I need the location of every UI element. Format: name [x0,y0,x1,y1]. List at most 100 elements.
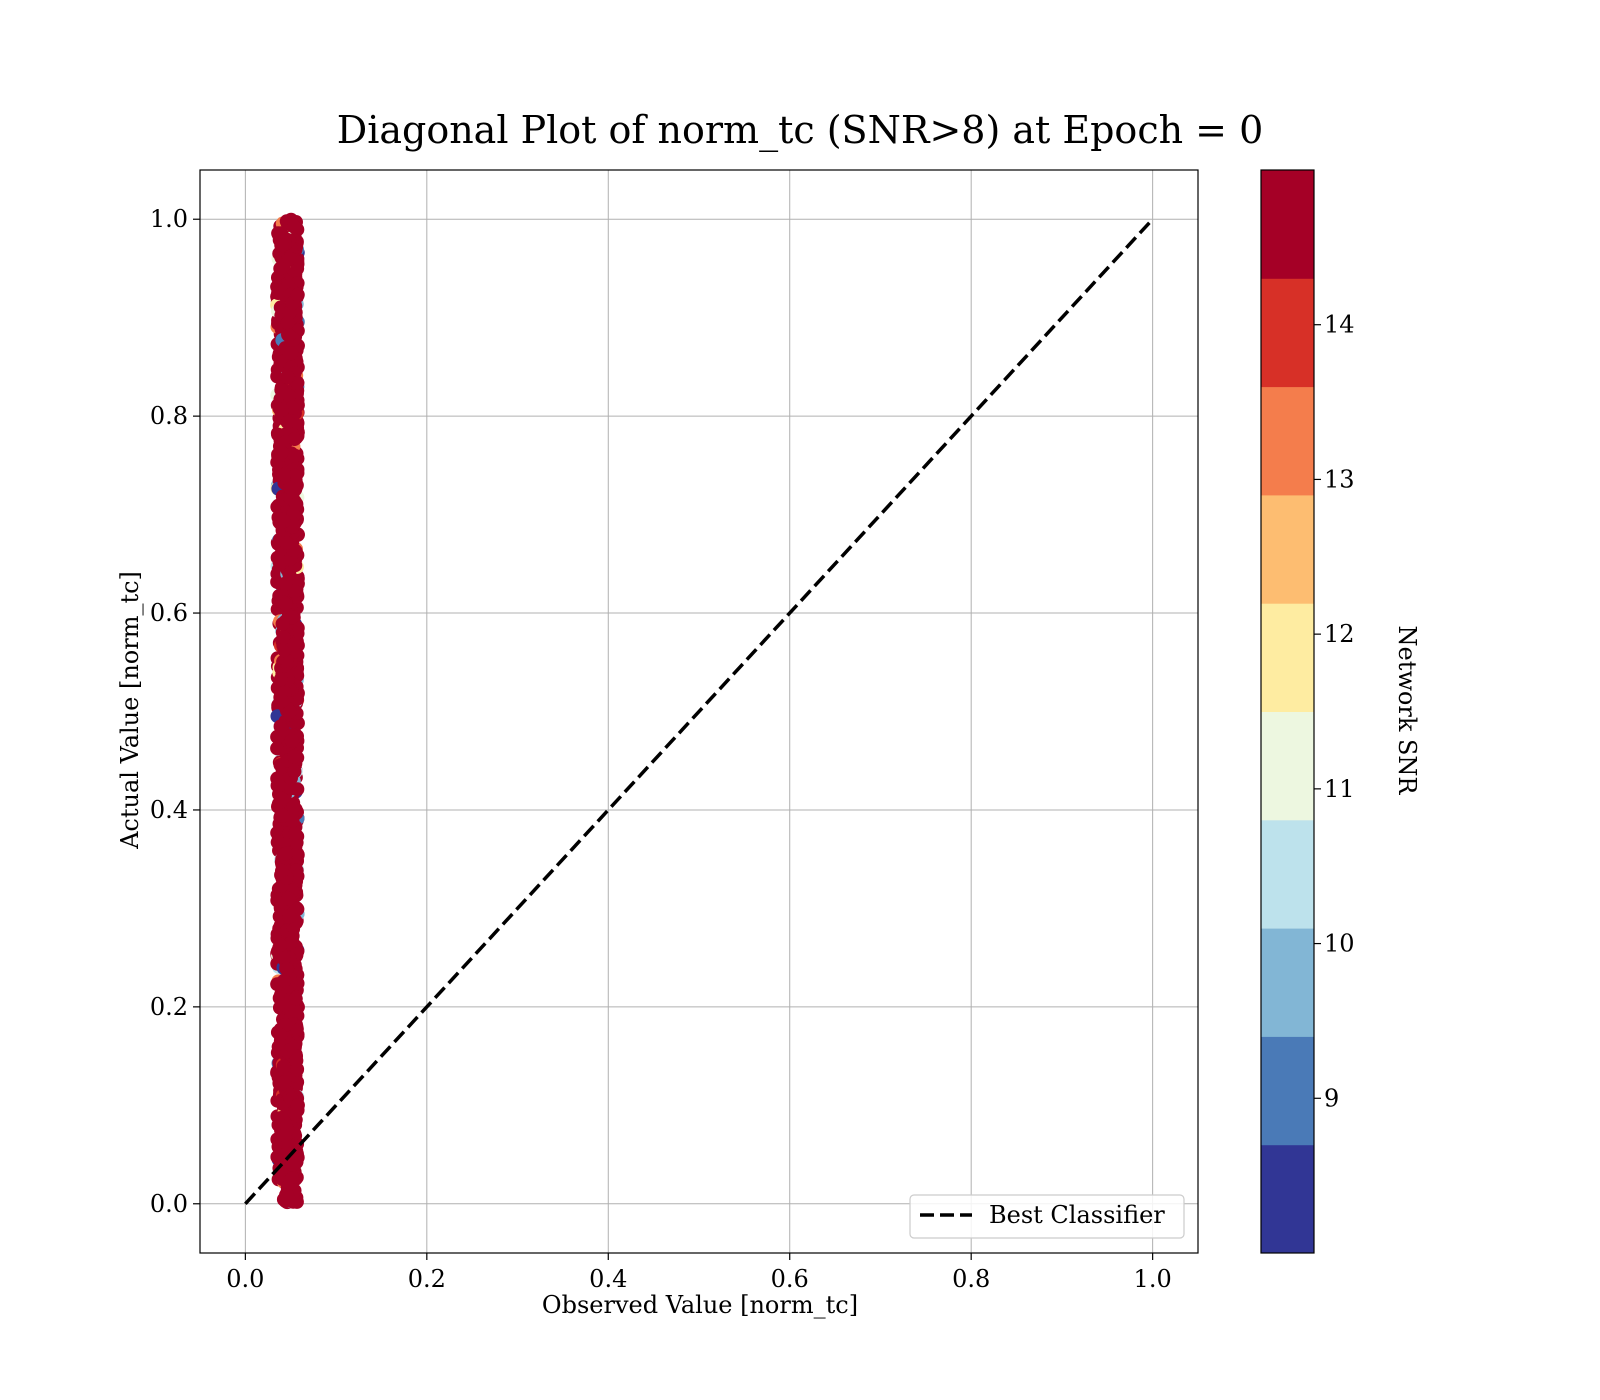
scatter-point [282,704,297,719]
scatter-point [289,497,304,512]
colorbar-tick-label: 11 [1324,775,1355,803]
scatter-point [280,369,295,384]
colorbar: 9 10 11 12 13 14 Network SNR [1260,169,1421,1254]
scatter-point [285,1157,300,1172]
scatter-point [282,909,297,924]
scatter-point [279,535,294,550]
scatter-point [274,791,289,806]
y-tick-label: 0.0 [150,1190,188,1218]
chart-title: Diagonal Plot of norm_tc (SNR>8) at Epoc… [337,108,1264,153]
x-axis-label: Observed Value [norm_tc] [542,1291,858,1319]
scatter-point [280,415,295,430]
colorbar-segment [1261,1144,1314,1254]
x-tick-label: 0.0 [226,1265,264,1293]
scatter-point [275,693,290,708]
scatter-point [290,626,305,641]
scatter-point [287,764,302,779]
scatter-point [284,733,299,748]
scatter-point [274,445,289,460]
colorbar-segment [1261,1036,1314,1146]
scatter-point [288,468,303,483]
scatter-point [284,781,299,796]
scatter-point [278,846,293,861]
colorbar-segment [1261,928,1314,1037]
scatter-point [287,749,302,764]
plot-area: 0.0 0.2 0.4 0.6 0.8 1.0 0.0 0.2 0.4 0.6 0.8 1.0 [150,169,1199,1293]
scatter-point [280,315,295,330]
scatter-point [277,997,292,1012]
scatter-point [273,937,288,952]
legend-label: Best Classifier [989,1201,1165,1229]
grid [200,170,1198,1253]
colorbar-segment [1261,494,1314,604]
y-axis-label: Actual Value [norm_tc] [116,571,144,850]
axes-frame [199,169,1199,1254]
scatter-point [287,637,302,652]
scatter-point [276,514,291,529]
scatter-point [282,567,297,582]
scatter-point [288,448,303,463]
colorbar-segment [1261,603,1314,712]
colorbar-segment [1261,819,1314,929]
scatter-point [290,869,305,884]
scatter-point [277,643,292,658]
scatter-point [276,630,291,645]
scatter-point [275,863,290,878]
colorbar-tick-label: 9 [1324,1084,1339,1112]
scatter-point [281,328,296,343]
scatter-point [277,973,292,988]
scatter-point [287,826,302,841]
x-axis-ticks: 0.0 0.2 0.4 0.6 0.8 1.0 [226,1253,1172,1293]
y-tick-label: 0.6 [150,599,188,627]
scatter-point [276,1059,291,1074]
scatter-point [278,1017,293,1032]
y-tick-label: 0.4 [150,796,188,824]
scatter-point [275,616,290,631]
scatter-point [289,1053,304,1068]
x-tick-label: 0.6 [771,1265,809,1293]
scatter-point [288,1003,303,1018]
x-tick-label: 1.0 [1134,1265,1172,1293]
y-tick-label: 1.0 [150,205,188,233]
legend: Best Classifier [909,1194,1185,1239]
scatter-point [275,402,290,417]
scatter-point [280,1188,295,1203]
scatter-point [287,432,302,447]
scatter-point [275,808,290,823]
colorbar-ticks: 9 10 11 12 13 14 [1314,311,1355,1112]
scatter-point [290,846,305,861]
scatter-point [279,962,294,977]
colorbar-segment [1261,386,1314,496]
colorbar-tick-label: 12 [1324,620,1355,648]
colorbar-segment [1261,711,1314,821]
y-tick-label: 0.2 [150,993,188,1021]
scatter-point [290,287,305,302]
scatter-point [277,467,292,482]
scatter-point [278,596,293,611]
legend-box [909,1194,1185,1239]
colorbar-frame [1260,169,1315,1254]
x-tick-label: 0.2 [408,1265,446,1293]
colorbar-tick-label: 10 [1324,930,1355,958]
colorbar-tick-label: 14 [1324,311,1355,339]
colorbar-tick-label: 13 [1324,465,1355,493]
scatter-point [282,388,297,403]
colorbar-segments [1261,170,1314,1254]
colorbar-label: Network SNR [1393,626,1421,796]
scatter-point [288,991,303,1006]
scatter-point [277,1074,292,1089]
scatter-point [273,261,288,276]
scatter-point [281,891,296,906]
y-tick-label: 0.8 [150,402,188,430]
x-tick-label: 0.4 [589,1265,627,1293]
y-axis-ticks: 0.0 0.2 0.4 0.6 0.8 1.0 [150,205,200,1218]
scatter-point [290,1098,305,1113]
scatter-point [276,1128,291,1143]
scatter-point [275,238,290,253]
colorbar-segment [1261,278,1314,388]
scatter-point [273,1028,288,1043]
best-classifier-line [244,218,1154,1205]
scatter-point [287,219,302,234]
scatter-point [284,346,299,361]
